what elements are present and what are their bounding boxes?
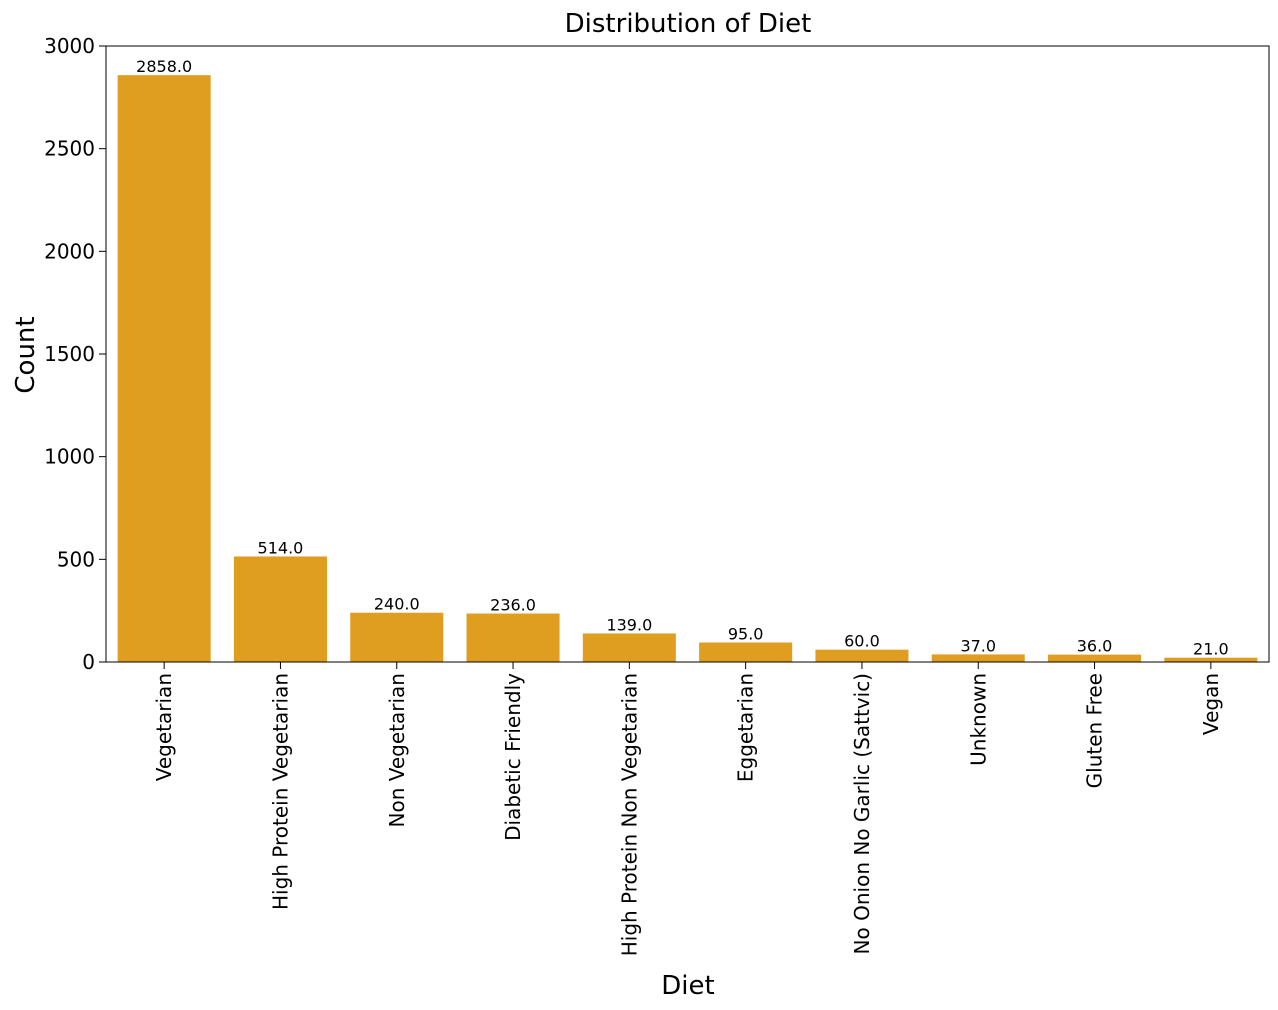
x-tick-label: Diabetic Friendly bbox=[501, 673, 525, 841]
bar bbox=[466, 613, 560, 662]
x-tick-label: No Onion No Garlic (Sattvic) bbox=[850, 673, 874, 954]
x-tick-label: Unknown bbox=[966, 673, 990, 766]
y-tick-label: 0 bbox=[82, 650, 95, 674]
bar bbox=[582, 633, 676, 662]
plot-frame bbox=[105, 45, 1270, 663]
x-tick-label: Vegan bbox=[1199, 673, 1223, 735]
data-label: 240.0 bbox=[374, 595, 420, 614]
data-label: 36.0 bbox=[1077, 637, 1113, 656]
data-label: 95.0 bbox=[728, 624, 764, 643]
bar bbox=[1164, 657, 1258, 662]
bar bbox=[233, 556, 327, 662]
bar bbox=[931, 654, 1025, 662]
x-tick-label: High Protein Non Vegetarian bbox=[617, 673, 641, 956]
data-label: 236.0 bbox=[490, 596, 536, 615]
chart-title: Distribution of Diet bbox=[565, 9, 812, 39]
bar bbox=[117, 75, 211, 662]
x-axis-ticks: Vegetarian High Protein Vegetarian Non Veg… bbox=[152, 662, 1223, 956]
y-tick-label: 3000 bbox=[44, 34, 95, 58]
y-tick-label: 500 bbox=[57, 547, 95, 571]
data-label: 37.0 bbox=[960, 636, 996, 655]
data-label: 2858.0 bbox=[136, 57, 192, 76]
bar bbox=[1048, 654, 1142, 662]
data-label: 139.0 bbox=[606, 615, 652, 634]
bar bbox=[699, 642, 793, 662]
y-axis-label: Count bbox=[11, 316, 41, 393]
y-tick-label: 1000 bbox=[44, 445, 95, 469]
data-label: 21.0 bbox=[1193, 640, 1229, 659]
x-tick-label: Eggetarian bbox=[734, 673, 758, 782]
y-tick-label: 2500 bbox=[44, 137, 95, 161]
y-tick-label: 1500 bbox=[44, 342, 95, 366]
bar bbox=[815, 649, 909, 662]
x-axis-label: Diet bbox=[661, 971, 714, 1001]
data-label: 60.0 bbox=[844, 632, 880, 651]
x-tick-label: Vegetarian bbox=[152, 673, 176, 781]
y-tick-label: 2000 bbox=[44, 239, 95, 263]
x-tick-label: Non Vegetarian bbox=[385, 673, 409, 827]
bars-layer: 2858.0 514.0 240.0 236.0 139.0 95.0 60.0 37.0 36… bbox=[117, 57, 1258, 662]
bar bbox=[350, 612, 444, 662]
x-tick-label: Gluten Free bbox=[1083, 673, 1107, 788]
data-label: 514.0 bbox=[258, 538, 304, 557]
y-axis-ticks: 0 500 1000 1500 2000 2500 3000 bbox=[44, 34, 106, 674]
x-tick-label: High Protein Vegetarian bbox=[268, 673, 292, 910]
